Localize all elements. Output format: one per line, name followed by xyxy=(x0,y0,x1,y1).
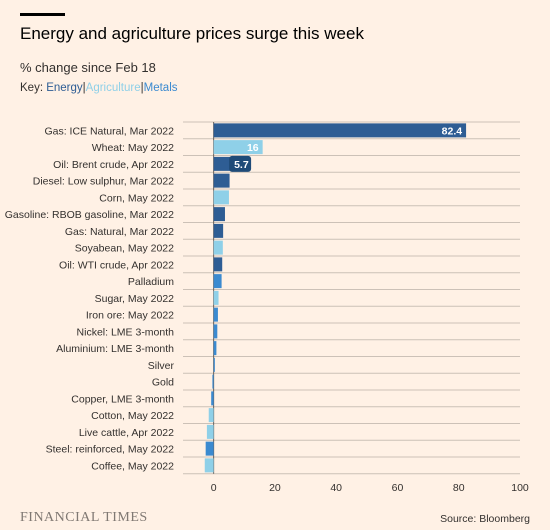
category-label: Aluminium: LME 3-month xyxy=(56,343,174,355)
category-label: Steel: reinforced, May 2022 xyxy=(46,444,175,456)
legend-separator: | xyxy=(140,82,144,94)
legend-item-agriculture: Agriculture xyxy=(85,82,141,94)
bar xyxy=(211,391,214,406)
category-label: Gasoline: RBOB gasoline, Mar 2022 xyxy=(5,209,174,221)
bar xyxy=(213,341,217,356)
x-tick-label: 60 xyxy=(392,482,404,494)
category-label: Cotton, May 2022 xyxy=(91,410,174,422)
category-label: Coffee, May 2022 xyxy=(91,460,174,472)
legend-prefix: Key: xyxy=(20,82,47,94)
chart-subtitle: % change since Feb 18 xyxy=(20,60,156,75)
category-label: Gas: Natural, Mar 2022 xyxy=(65,226,174,238)
x-tick-label: 20 xyxy=(269,482,281,494)
bar xyxy=(213,257,223,272)
bar xyxy=(206,424,214,439)
ft-logo: FINANCIAL TIMES xyxy=(20,510,148,525)
data-label: 5.7 xyxy=(234,159,249,171)
bar xyxy=(213,324,218,339)
data-label: 82.4 xyxy=(442,125,463,137)
x-tick-label: 80 xyxy=(453,482,465,494)
x-tick-label: 0 xyxy=(211,482,217,494)
bar xyxy=(204,458,214,473)
category-label: Copper, LME 3-month xyxy=(71,393,174,405)
category-label: Diesel: Low sulphur, Mar 2022 xyxy=(33,176,174,188)
legend-item-energy: Energy xyxy=(46,82,83,94)
data-label-bg xyxy=(229,155,252,172)
bar xyxy=(213,156,232,171)
category-label: Gas: ICE Natural, Mar 2022 xyxy=(44,125,174,137)
category-label: Iron ore: May 2022 xyxy=(86,310,174,322)
bar xyxy=(213,290,219,305)
source-note: Source: Bloomberg xyxy=(440,513,530,525)
category-label: Oil: WTI crude, Apr 2022 xyxy=(59,259,174,271)
legend-item-metals: Metals xyxy=(143,82,178,94)
bar xyxy=(213,274,222,289)
x-tick-label: 40 xyxy=(330,482,342,494)
bar xyxy=(205,441,214,456)
bar xyxy=(213,240,223,255)
bar xyxy=(213,207,225,222)
category-label: Soyabean, May 2022 xyxy=(75,243,174,255)
bar xyxy=(213,357,215,372)
bar xyxy=(213,190,229,205)
bar xyxy=(213,173,230,188)
category-label: Palladium xyxy=(128,276,174,288)
category-label: Wheat: May 2022 xyxy=(92,142,174,154)
category-label: Corn, May 2022 xyxy=(99,192,174,204)
bar xyxy=(213,307,218,322)
category-label: Gold xyxy=(152,377,174,389)
bar xyxy=(213,140,263,155)
chart-title: Energy and agriculture prices surge this… xyxy=(20,24,364,43)
legend: Key: Energy|Agriculture|Metals xyxy=(20,82,178,94)
data-label: 16 xyxy=(247,142,259,154)
category-label: Sugar, May 2022 xyxy=(95,293,175,305)
bar xyxy=(213,123,467,138)
legend-separator: | xyxy=(82,82,86,94)
bar xyxy=(208,408,214,423)
bar xyxy=(212,374,214,389)
bar-chart: Gas: ICE Natural, Mar 2022 82.4 Wheat: May… xyxy=(5,121,529,494)
x-tick-label: 100 xyxy=(511,482,529,494)
category-label: Silver xyxy=(148,360,175,372)
category-label: Live cattle, Apr 2022 xyxy=(79,427,174,439)
category-label: Oil: Brent crude, Apr 2022 xyxy=(53,159,174,171)
header-rule xyxy=(20,13,65,16)
bar xyxy=(213,223,224,238)
category-label: Nickel: LME 3-month xyxy=(77,326,175,338)
